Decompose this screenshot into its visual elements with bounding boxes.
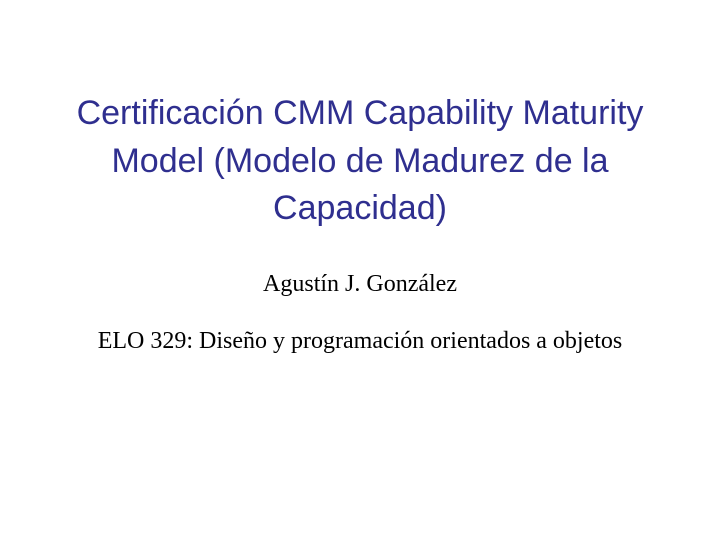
slide-container: Certificación CMM Capability Maturity Mo…: [0, 0, 720, 540]
slide-title: Certificación CMM Capability Maturity Mo…: [50, 90, 670, 233]
slide-course: ELO 329: Diseño y programación orientado…: [50, 322, 670, 360]
slide-author: Agustín J. González: [50, 271, 670, 298]
